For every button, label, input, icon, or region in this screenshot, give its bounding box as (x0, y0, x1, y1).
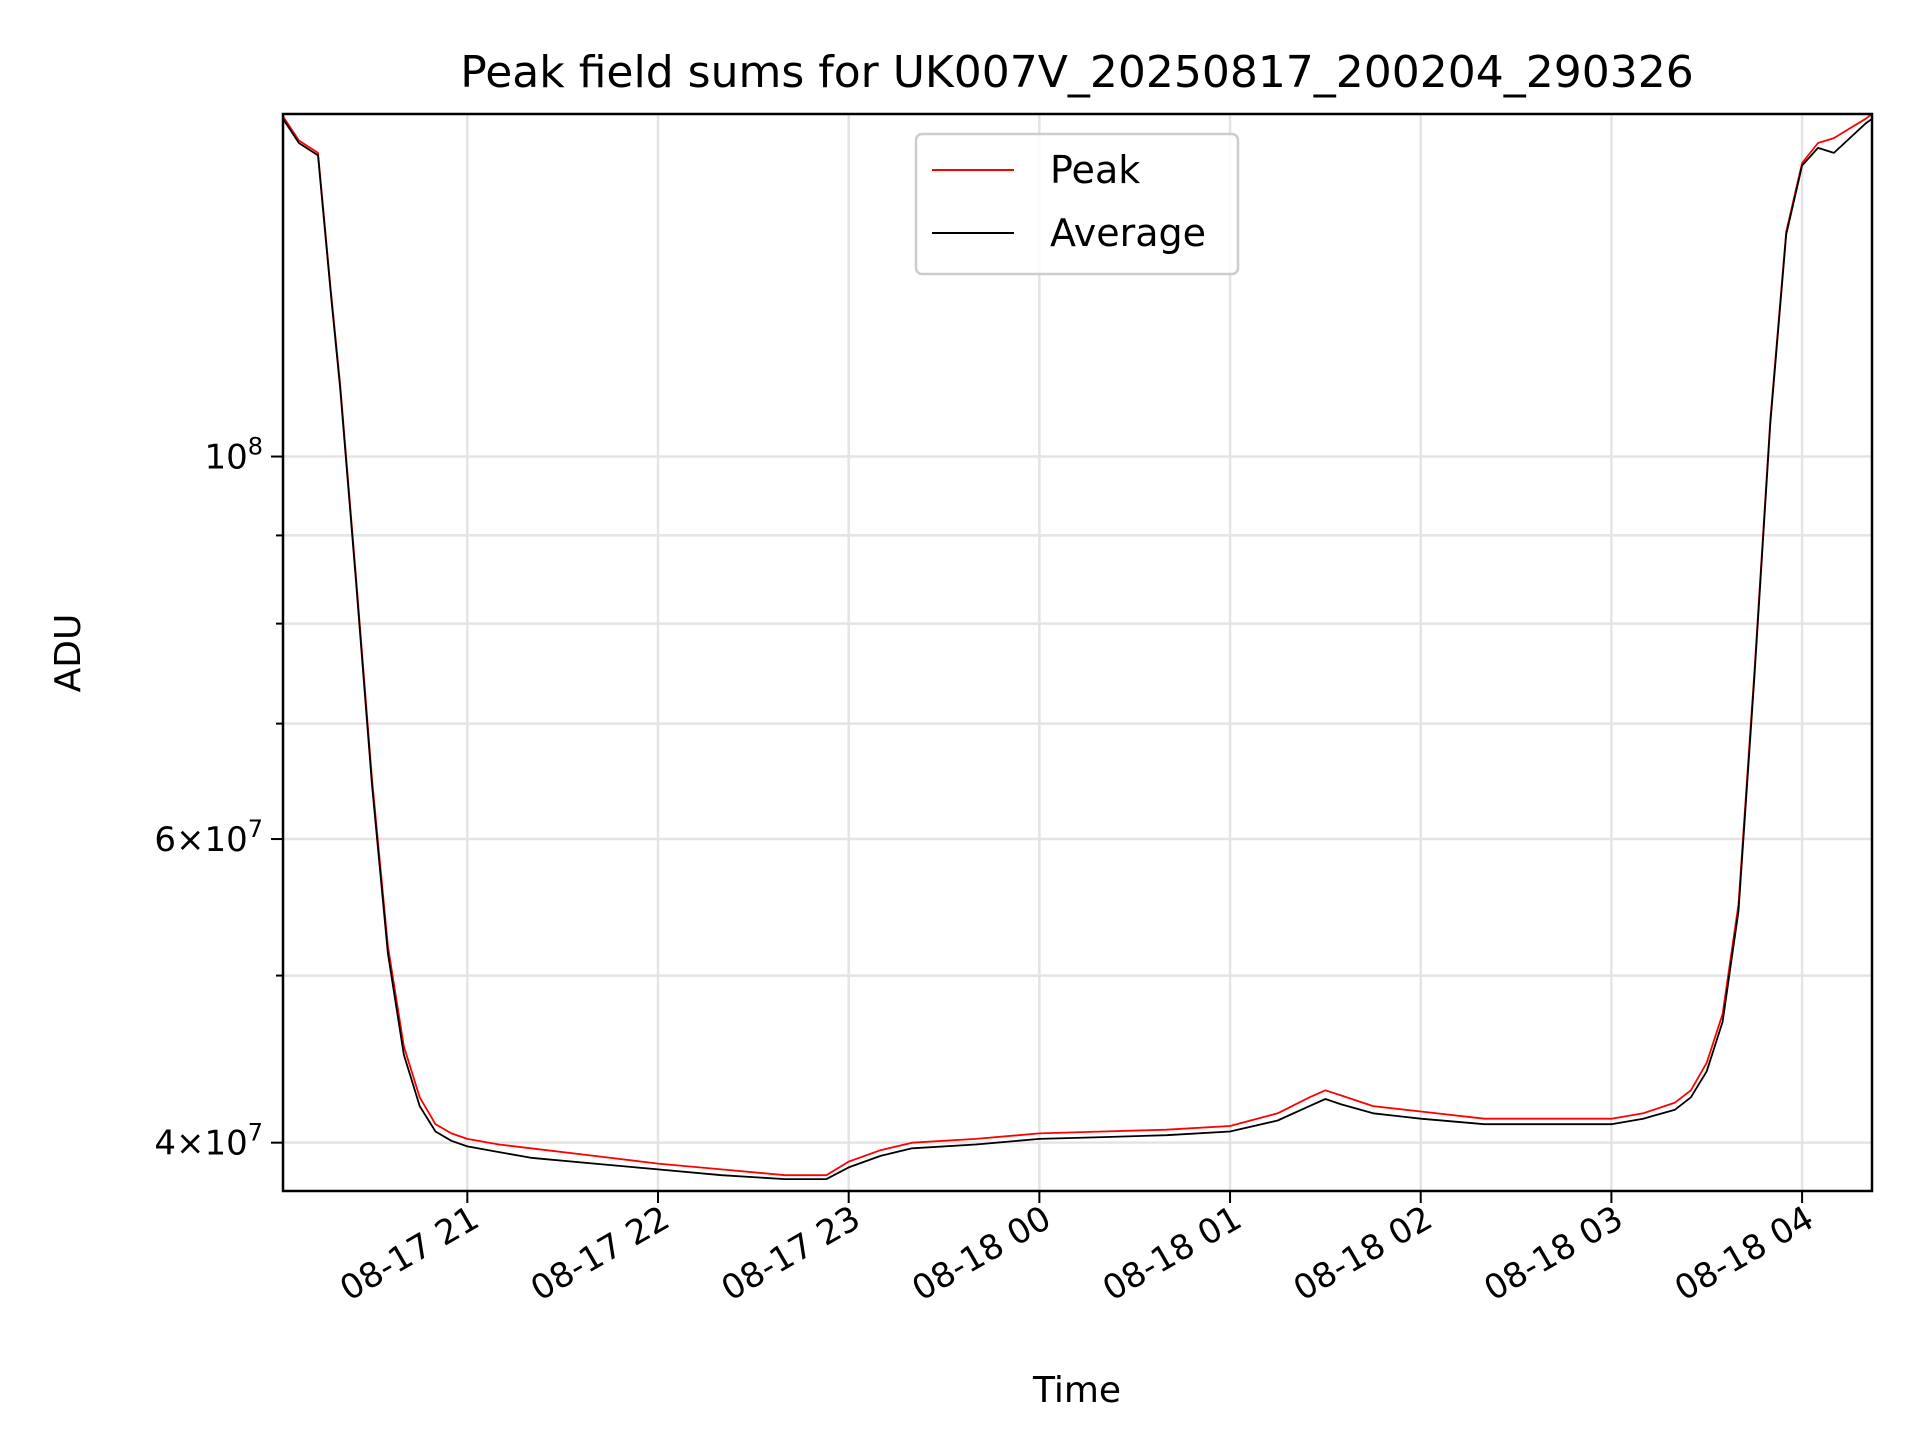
legend-label-peak: Peak (1050, 148, 1140, 192)
legend-label-average: Average (1050, 211, 1206, 255)
x-tick-label: 08-17 23 (715, 1198, 867, 1309)
series-line-average (283, 118, 1872, 1180)
y-tick-label: 4×107 (154, 1119, 263, 1164)
x-axis-label: Time (1032, 1370, 1121, 1411)
x-tick-label: 08-17 22 (524, 1198, 676, 1309)
series-group (283, 114, 1872, 1180)
legend: Peak Average (914, 132, 1240, 276)
grid (283, 114, 1872, 1191)
y-axis-label: ADU (48, 614, 89, 693)
x-tick-label: 08-18 00 (905, 1198, 1057, 1309)
x-tick-label: 08-17 21 (333, 1198, 485, 1309)
x-tick-label: 08-18 03 (1478, 1198, 1630, 1309)
x-tick-label: 08-18 02 (1287, 1198, 1439, 1309)
x-tick-label: 08-18 04 (1668, 1198, 1820, 1309)
y-axis: 4×107 6×107 108 (154, 433, 283, 1164)
y-tick-label: 6×107 (154, 815, 263, 860)
x-axis: 08-17 21 08-17 22 08-17 23 08-18 00 08-18 01… (333, 1191, 1821, 1309)
plot-frame (281, 112, 1874, 1193)
x-tick-label: 08-18 01 (1096, 1198, 1248, 1309)
y-tick-label: 108 (204, 433, 263, 478)
chart-title: Peak field sums for UK007V_20250817_2002… (460, 47, 1693, 98)
plot-area (283, 114, 1872, 1180)
